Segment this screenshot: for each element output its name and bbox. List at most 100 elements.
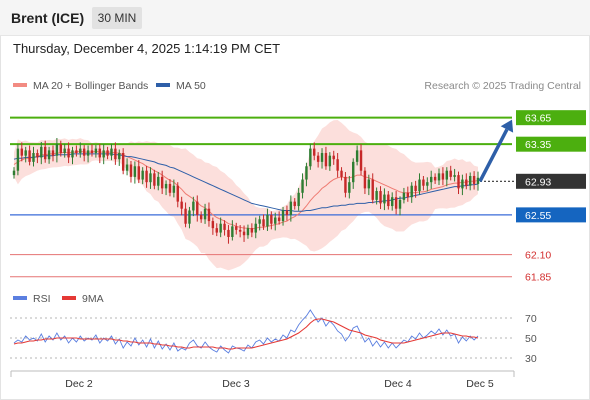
candle-body xyxy=(164,183,168,189)
candle-body xyxy=(406,192,410,198)
candle-body xyxy=(129,164,133,177)
candle-body xyxy=(266,214,269,227)
candle-body xyxy=(188,210,191,224)
candle-body xyxy=(231,226,234,237)
candle-body xyxy=(422,179,425,186)
candle-body xyxy=(32,153,35,162)
research-credit: Research © 2025 Trading Central xyxy=(424,80,581,92)
current-price-label: 62.93 xyxy=(525,176,551,188)
candle-body xyxy=(12,170,16,176)
timeframe-button[interactable]: 30 MIN xyxy=(92,7,142,29)
candle-body xyxy=(20,148,24,156)
candle-body xyxy=(86,150,90,156)
candle-body xyxy=(160,176,164,189)
candle-body xyxy=(297,192,300,207)
candle-body xyxy=(359,150,363,171)
candle-body xyxy=(402,192,406,200)
candle-body xyxy=(133,166,137,177)
candle-body xyxy=(445,170,449,180)
candle-body xyxy=(246,228,250,236)
candle-body xyxy=(324,153,328,167)
candle-body xyxy=(110,148,113,156)
candle-body xyxy=(254,223,257,233)
candle-body xyxy=(153,173,156,186)
level-label-62.55: 62.55 xyxy=(525,210,551,222)
candle-body xyxy=(36,153,39,158)
candle-body xyxy=(461,179,464,189)
candle-body xyxy=(59,144,62,154)
candle-body xyxy=(274,217,277,224)
candle-body xyxy=(137,166,140,180)
x-tick-label: Dec 4 xyxy=(384,378,412,390)
candle-body xyxy=(184,208,187,224)
candle-body xyxy=(320,153,324,162)
candle-body xyxy=(141,170,144,180)
candle-body xyxy=(313,148,316,156)
candle-body xyxy=(433,176,437,181)
candle-body xyxy=(410,185,413,198)
ma50-label: MA 50 xyxy=(176,80,206,92)
candle-body xyxy=(476,177,480,184)
candle-body xyxy=(157,176,160,186)
candle-body xyxy=(149,173,152,183)
candle-body xyxy=(328,155,332,167)
candle-body xyxy=(457,175,460,189)
candle-body xyxy=(114,148,117,160)
candle-body xyxy=(418,179,421,192)
candle-body xyxy=(355,150,359,162)
candle-body xyxy=(176,185,179,202)
candle-body xyxy=(430,176,433,183)
timestamp: Thursday, December 4, 2025 1:14:19 PM CE… xyxy=(13,41,281,56)
candle-body xyxy=(43,146,47,160)
ma50-swatch xyxy=(156,83,170,88)
candle-body xyxy=(309,148,312,167)
candle-body xyxy=(426,182,429,186)
candle-body xyxy=(293,201,296,207)
candle-body xyxy=(172,185,176,193)
candle-body xyxy=(383,194,386,204)
candle-body xyxy=(79,148,82,154)
rsi-ma9-line xyxy=(13,318,479,350)
candle-body xyxy=(40,146,43,158)
candle-body xyxy=(121,153,125,171)
candle-body xyxy=(301,179,304,193)
ma9-label: 9MA xyxy=(82,293,104,305)
current-price-badge xyxy=(516,173,586,189)
candle-body xyxy=(75,150,78,154)
candle-body xyxy=(375,191,378,200)
candle-body xyxy=(391,197,394,207)
x-tick-label: Dec 5 xyxy=(466,378,494,390)
level-badge-62.55 xyxy=(516,207,586,223)
rsi-tick-label-30: 30 xyxy=(525,353,537,365)
candle-body xyxy=(465,179,468,186)
candle-body xyxy=(207,208,211,222)
candle-body xyxy=(24,150,27,156)
candle-body xyxy=(180,201,183,209)
candle-body xyxy=(192,201,195,211)
ma50-line xyxy=(13,153,479,212)
candle-body xyxy=(394,197,398,209)
x-tick-label: Dec 2 xyxy=(65,378,93,390)
level-badge-63.35 xyxy=(516,136,586,152)
candle-body xyxy=(94,148,98,154)
candle-body xyxy=(340,170,343,177)
candle-body xyxy=(16,148,20,171)
candle-body xyxy=(235,226,238,230)
candle-body xyxy=(453,175,456,177)
candle-body xyxy=(437,173,441,181)
candle-body xyxy=(211,221,215,229)
ma9-swatch xyxy=(62,296,76,301)
candle-body xyxy=(262,219,265,227)
legend-ma20: MA 20 + Bollinger Bands xyxy=(13,80,148,92)
ma20-label: MA 20 + Bollinger Bands xyxy=(33,80,149,92)
candle-body xyxy=(219,223,222,233)
candle-body xyxy=(316,155,320,162)
candle-body xyxy=(63,148,66,154)
header-bar: Brent (ICE) 30 MIN xyxy=(0,0,590,36)
candle-body xyxy=(242,231,246,236)
candle-body xyxy=(102,150,105,158)
candle-body xyxy=(196,201,199,215)
candle-body xyxy=(398,199,402,209)
candle-body xyxy=(414,185,417,192)
